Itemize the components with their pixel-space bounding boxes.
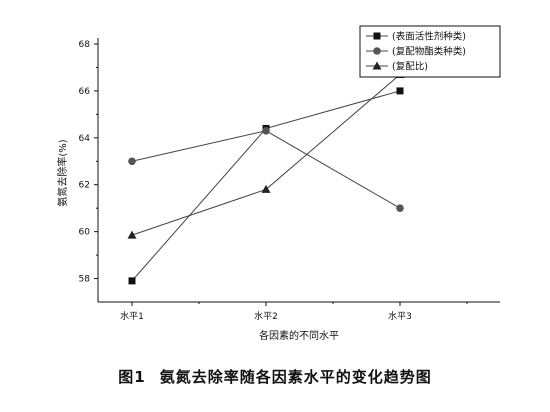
chart-axes [97,38,500,303]
legend-label: (复配比) [392,61,428,73]
series-layer [127,69,405,285]
y-tick-label: 58 [79,275,91,285]
data-point-s1-3 [396,87,404,95]
y-tick-label: 68 [79,40,91,50]
data-point-s3-1 [127,230,137,239]
legend-marker [373,32,381,40]
y-tick-label: 62 [79,181,90,191]
legend-marker [372,61,382,70]
figure-number: 图1 [118,368,146,386]
x-tick-label: 水平3 [388,310,412,322]
x-tick-label: 水平2 [254,310,278,322]
legend-label: (复配物酯类种类) [392,46,466,58]
x-tick-label: 水平1 [120,310,144,322]
y-axis-ticks: 58 60 62 64 66 68 [79,40,98,285]
data-point-s2-2 [262,126,270,135]
x-axis-ticks: 水平1 水平2 水平3 [120,302,468,322]
legend: (表面活性剂种类) (复配物酯类种类) (复配比) [359,25,501,78]
y-tick-label: 64 [79,134,91,144]
data-point-s3-2 [261,184,271,193]
data-point-s2-1 [128,157,136,166]
y-tick-label: 66 [79,87,91,97]
figure-caption: 图1 氨氮去除率随各因素水平的变化趋势图 [0,366,550,387]
line-chart: 58 60 62 64 66 68 水平1 水平2 水平3 (表面活性剂种类) (复配物酯类种类… [56,25,501,342]
series-line-2 [131,130,401,209]
x-axis-label: 各因素的不同水平 [259,329,339,342]
y-tick-label: 60 [79,228,91,238]
legend-marker [373,47,381,55]
series-line-3 [131,74,401,236]
figure-title: 氨氮去除率随各因素水平的变化趋势图 [159,368,432,386]
legend-label: (表面活性剂种类) [392,31,466,43]
y-axis-label: 氨氮去除率(%) [56,139,69,206]
data-point-s1-1 [128,277,136,285]
data-point-s2-3 [396,204,404,212]
